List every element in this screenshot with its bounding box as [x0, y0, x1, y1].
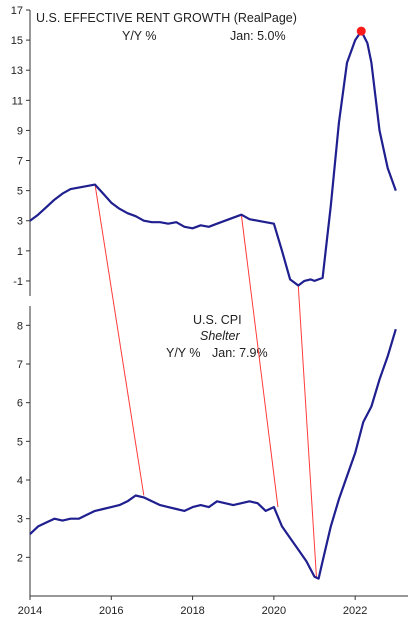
top-y-tick-label: 11: [12, 95, 23, 107]
bottom-chart-subtitle: Shelter: [200, 329, 240, 343]
bottom-y-tick-label: 6: [17, 398, 23, 410]
lead-lines: [94, 184, 318, 579]
bottom-y-tick-label: 8: [17, 320, 23, 332]
rent-growth-series-line: [29, 30, 397, 287]
top-y-tick-label: 5: [17, 186, 23, 198]
bottom-y-tick-label: 3: [17, 514, 23, 526]
bottom-y-tick-label: 7: [17, 359, 23, 371]
top-y-tick-label: 17: [11, 5, 23, 17]
x-tick-label: 2014: [18, 605, 42, 617]
x-tick-label: 2022: [343, 605, 367, 617]
cpi-shelter-series-line: [29, 328, 397, 580]
bottom-y-tick-label: 2: [17, 552, 23, 564]
lead-line: [240, 214, 279, 508]
top-y-tick-label: 13: [11, 65, 23, 77]
top-y-tick-label: 9: [17, 125, 23, 137]
bottom-chart-title: U.S. CPI: [193, 313, 242, 327]
bottom-y-tick-label: 4: [17, 475, 23, 487]
top-y-tick-label: 15: [11, 35, 23, 47]
x-ticks: 2014 2016 2018 2020 2022: [18, 596, 367, 617]
top-y-tick-label: 3: [17, 216, 23, 228]
bottom-y-ticks: 2 3 4 5 6 7 8: [17, 320, 30, 564]
bottom-chart-latest: Jan: 7.9%: [212, 346, 268, 360]
lead-line: [94, 184, 145, 496]
x-tick-label: 2018: [180, 605, 204, 617]
top-chart-latest: Jan: 5.0%: [230, 29, 286, 43]
top-chart-title: U.S. EFFECTIVE RENT GROWTH (RealPage): [36, 11, 297, 25]
bottom-chart-units: Y/Y %: [166, 346, 201, 360]
top-chart-units: Y/Y %: [122, 29, 157, 43]
x-tick-label: 2016: [99, 605, 123, 617]
rent-growth-peak-marker: [356, 26, 366, 36]
top-y-tick-label: -1: [13, 276, 23, 288]
bottom-y-tick-label: 5: [17, 436, 23, 448]
x-tick-label: 2020: [262, 605, 286, 617]
top-y-tick-label: 7: [17, 156, 23, 168]
lead-line: [297, 285, 318, 579]
top-y-tick-label: 1: [17, 246, 23, 258]
